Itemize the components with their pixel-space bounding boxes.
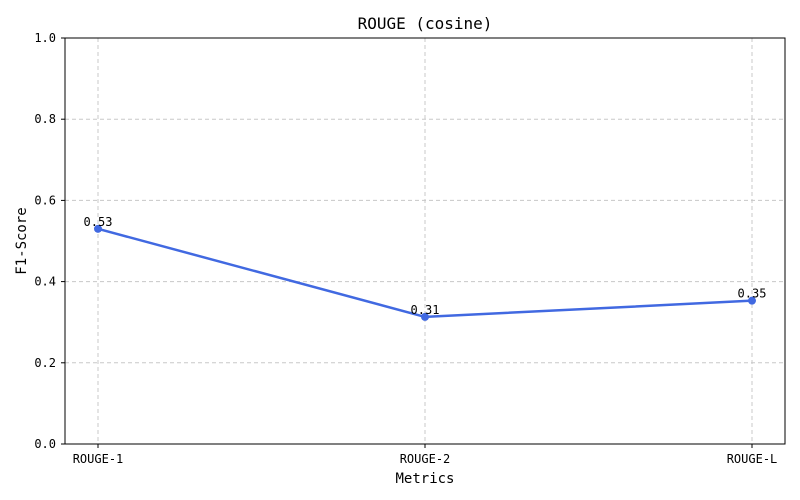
chart-title: ROUGE (cosine) bbox=[358, 14, 493, 33]
y-tick-label: 0.8 bbox=[34, 112, 56, 126]
data-point bbox=[748, 296, 756, 305]
y-tick-label: 0.6 bbox=[34, 193, 56, 207]
data-labels: 0.53 0.31 0.35 bbox=[84, 215, 767, 317]
series bbox=[94, 224, 756, 321]
y-axis-label: F1-Score bbox=[14, 207, 30, 274]
data-point bbox=[94, 224, 102, 233]
axes: 0.0 0.2 0.4 0.6 0.8 1.0 ROUGE-1 ROUGE-2 ROUGE-L bbox=[34, 31, 786, 466]
x-tick-label: ROUGE-2 bbox=[400, 452, 451, 466]
data-label: 0.53 bbox=[84, 215, 113, 229]
grid bbox=[65, 38, 785, 444]
y-tick-label: 0.0 bbox=[34, 437, 56, 451]
data-label: 0.31 bbox=[411, 303, 440, 317]
y-tick-label: 0.4 bbox=[34, 275, 56, 289]
data-label: 0.35 bbox=[738, 287, 767, 301]
data-point bbox=[421, 312, 429, 321]
y-tick-label: 1.0 bbox=[34, 31, 56, 45]
x-tick-label: ROUGE-1 bbox=[73, 452, 124, 466]
y-tick-label: 0.2 bbox=[34, 356, 56, 370]
x-axis-label: Metrics bbox=[395, 471, 454, 487]
plot-frame bbox=[64, 37, 786, 445]
x-tick-label: ROUGE-L bbox=[727, 452, 778, 466]
